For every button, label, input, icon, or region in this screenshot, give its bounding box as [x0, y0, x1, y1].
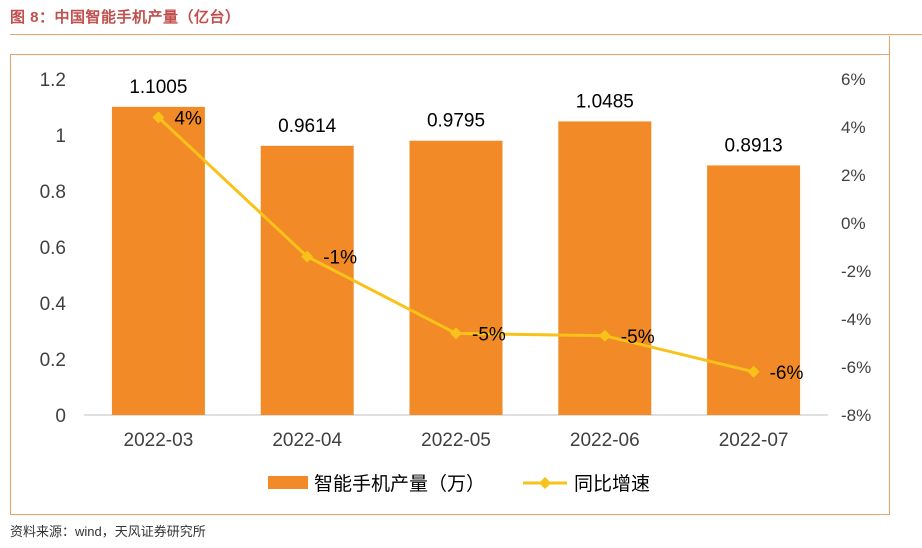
line-point-marker	[301, 250, 314, 263]
left-tick-label: 0.6	[40, 238, 66, 259]
title-rule	[10, 34, 922, 35]
left-tick-label: 0	[55, 406, 66, 427]
right-tick-label: -8%	[841, 406, 871, 425]
x-tick-label: 2022-05	[421, 430, 491, 451]
figure-title: 图 8：中国智能手机产量（亿台）	[10, 9, 241, 26]
legend-bar-swatch	[268, 476, 308, 489]
x-tick-label: 2022-03	[124, 430, 194, 451]
line-point-marker	[747, 365, 760, 378]
left-tick-label: 0.8	[40, 182, 66, 203]
line-data-label: -5%	[472, 324, 506, 345]
left-tick-label: 1	[55, 126, 66, 147]
bar-data-labels: 1.1005 0.9614 0.9795 1.0485 0.8913	[129, 77, 782, 157]
bar	[260, 145, 354, 416]
bar	[558, 121, 652, 416]
line-data-label: 4%	[174, 108, 202, 129]
frame-top	[10, 54, 890, 55]
bar-data-label: 1.1005	[129, 77, 187, 98]
right-tick-label: 0%	[841, 214, 866, 233]
right-tick-label: -2%	[841, 262, 871, 281]
bar-data-label: 0.9795	[427, 111, 485, 132]
bar-data-label: 0.9614	[278, 116, 337, 137]
line-data-label: -6%	[770, 363, 804, 384]
legend-bar-label: 智能手机产量（万）	[314, 473, 485, 495]
right-tick-label: 4%	[841, 118, 866, 137]
legend: 智能手机产量（万） 同比增速	[268, 473, 650, 495]
frame-left	[10, 54, 11, 514]
source-note: 资料来源：wind，天风证券研究所	[10, 524, 206, 539]
bar	[111, 106, 205, 416]
legend-line-marker	[539, 477, 551, 489]
right-tick-label: 2%	[841, 166, 866, 185]
legend-line-label: 同比增速	[574, 473, 650, 495]
x-tick-label: 2022-04	[272, 430, 342, 451]
right-tick-label: -4%	[841, 310, 871, 329]
left-axis: 0 0.2 0.4 0.6 0.8 1 1.2	[40, 70, 67, 427]
bar-data-label: 1.0485	[576, 91, 634, 112]
x-tick-label: 2022-06	[570, 430, 640, 451]
line-data-label: -5%	[621, 327, 655, 348]
x-axis-labels: 2022-03 2022-04 2022-05 2022-06 2022-07	[124, 430, 789, 451]
right-tick-label: 6%	[841, 70, 866, 89]
frame-right	[889, 36, 890, 514]
line-point-marker	[450, 327, 462, 340]
bar-data-label: 0.8913	[725, 135, 783, 156]
left-tick-label: 0.2	[40, 350, 66, 371]
left-tick-label: 0.4	[40, 294, 67, 315]
line-data-labels: 4% -1% -5% -5% -6%	[174, 108, 803, 383]
bar-series	[111, 106, 801, 416]
bar	[409, 140, 503, 416]
left-tick-label: 1.2	[40, 70, 66, 91]
line-point-marker	[152, 111, 165, 124]
line-series	[152, 111, 760, 378]
x-tick-label: 2022-07	[719, 430, 789, 451]
line-data-label: -1%	[323, 248, 357, 269]
right-tick-label: -6%	[841, 358, 871, 377]
frame-bottom	[10, 514, 890, 515]
line-point-marker	[598, 329, 611, 342]
right-axis: -8% -6% -4% -2% 0% 2% 4% 6%	[841, 70, 871, 425]
